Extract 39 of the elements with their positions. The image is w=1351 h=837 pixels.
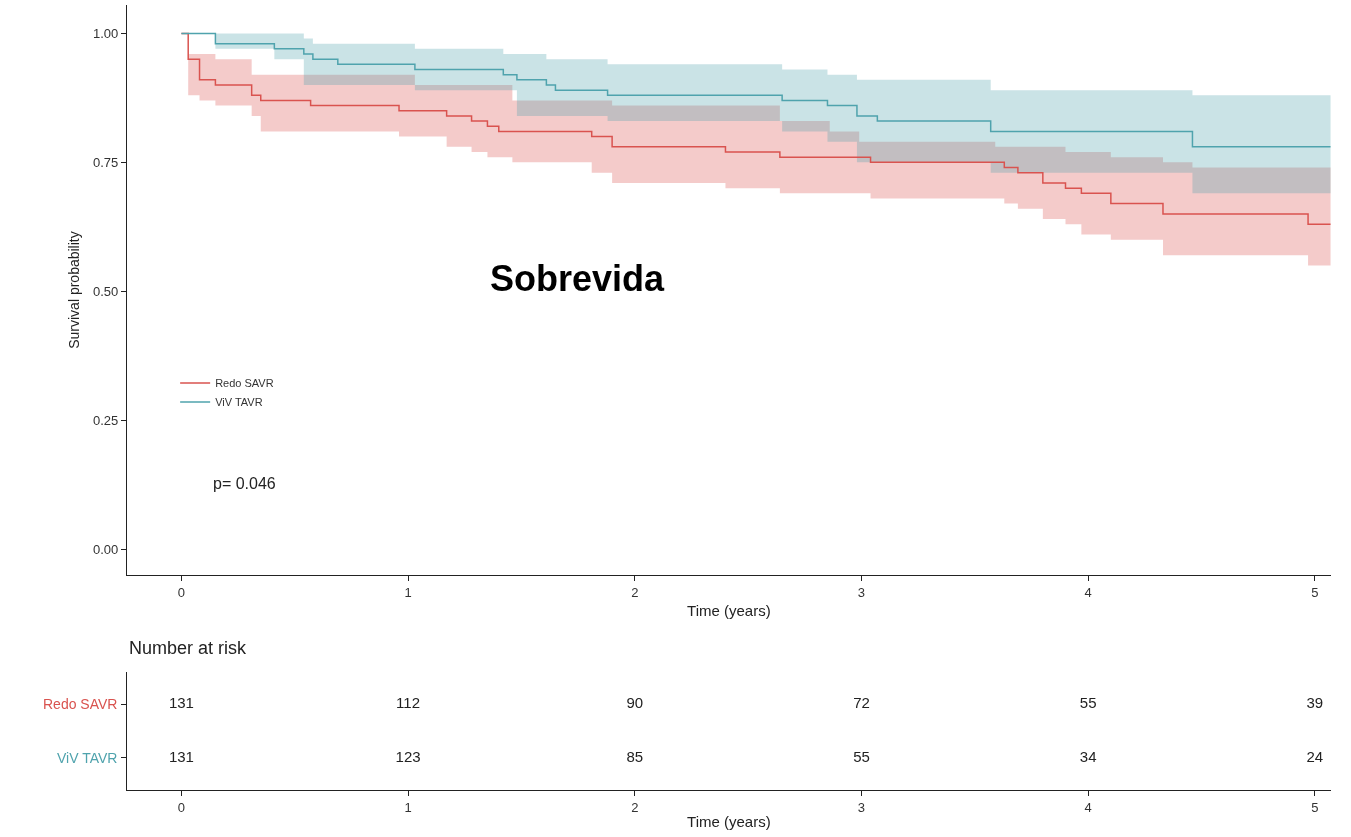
data-label: 24 [1306, 747, 1324, 765]
data-label: 112 [396, 694, 421, 712]
y-tick-label: 0.25 [92, 412, 119, 428]
x-tick-label: 4 [1084, 799, 1092, 815]
x-axis-title: Time (years) [687, 812, 771, 830]
y-tick-label: 0.50 [92, 283, 119, 299]
data-label: 72 [853, 694, 870, 712]
x-tick-label: 1 [404, 584, 412, 600]
x-tick-label: 2 [631, 799, 639, 815]
y-tick-label: 0.00 [92, 541, 119, 557]
x-tick-label: 0 [177, 584, 186, 600]
data-label: 85 [626, 747, 644, 765]
data-label: 39 [1306, 694, 1324, 712]
legend-label: ViV TAVR [215, 396, 263, 409]
y-tick-label: Redo SAVR [43, 696, 118, 712]
x-axis-title: Time (years) [687, 601, 771, 619]
data-label: 123 [395, 747, 421, 765]
x-tick-label: 1 [404, 799, 412, 815]
data-label: 55 [1079, 694, 1097, 712]
data-label: 131 [168, 747, 194, 765]
x-tick-label: 2 [631, 584, 639, 600]
x-tick-label: 5 [1311, 584, 1319, 600]
legend-label: Redo SAVR [215, 377, 274, 390]
y-tick-label: 1.00 [92, 25, 119, 41]
x-tick-label: 3 [857, 799, 866, 815]
data-label: 55 [853, 747, 870, 765]
annotation: Sobrevida [490, 258, 666, 299]
x-tick-label: 5 [1311, 799, 1319, 815]
data-label: 34 [1079, 747, 1097, 765]
y-axis-title: Survival probability [65, 231, 82, 349]
x-tick-label: 4 [1084, 584, 1092, 600]
annotation: p= 0.046 [213, 475, 276, 492]
x-tick-label: 0 [177, 799, 186, 815]
x-tick-label: 3 [857, 584, 866, 600]
data-label: 131 [168, 694, 194, 712]
y-tick-label: ViV TAVR [57, 750, 118, 766]
chart-title: Number at risk [129, 638, 248, 658]
data-label: 90 [626, 694, 644, 712]
y-tick-label: 0.75 [92, 154, 119, 170]
